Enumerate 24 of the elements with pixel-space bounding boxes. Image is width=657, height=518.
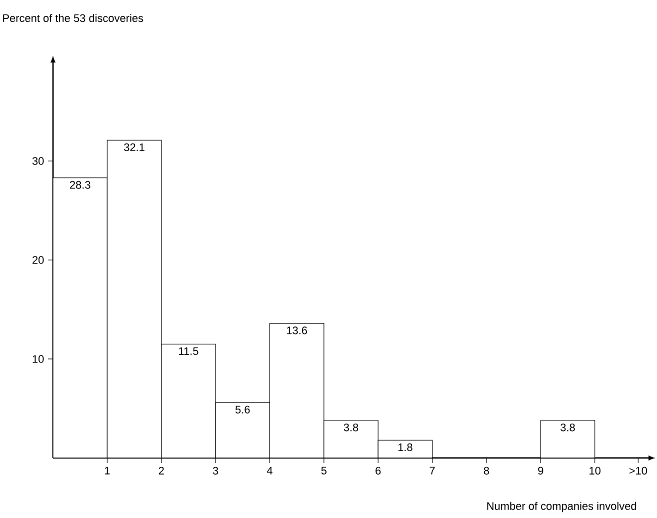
y-tick-label: 20 <box>32 256 44 264</box>
x-tick-label: 2 <box>158 466 164 474</box>
x-tick-label: 7 <box>430 466 435 474</box>
data-label: 13.6 <box>286 326 308 334</box>
data-label: 3.8 <box>560 424 575 432</box>
x-axis-title: Number of companies involved <box>487 502 636 512</box>
x-tick-label: 6 <box>376 466 381 475</box>
data-label: 11.5 <box>179 347 198 355</box>
y-axis-title: Percent of the 53 discoveries <box>3 14 144 22</box>
x-tick-label: >10 <box>629 466 648 475</box>
y-tick-label: 10 <box>32 355 44 363</box>
data-label: 3.8 <box>344 424 358 432</box>
y-tick-label: 30 <box>32 157 44 165</box>
x-tick-label: 1 <box>104 466 110 474</box>
x-tick-label: 9 <box>538 466 544 475</box>
data-label: 5.6 <box>235 406 250 414</box>
x-tick-label: 4 <box>266 466 272 474</box>
data-label: 32.1 <box>124 143 144 152</box>
x-tick-label: 5 <box>321 466 326 474</box>
data-label: 28.3 <box>70 181 90 189</box>
x-tick-label: 8 <box>484 466 490 475</box>
x-tick-label: 3 <box>212 466 218 475</box>
data-label: 1.8 <box>398 443 412 452</box>
x-tick-label: 10 <box>590 466 600 475</box>
